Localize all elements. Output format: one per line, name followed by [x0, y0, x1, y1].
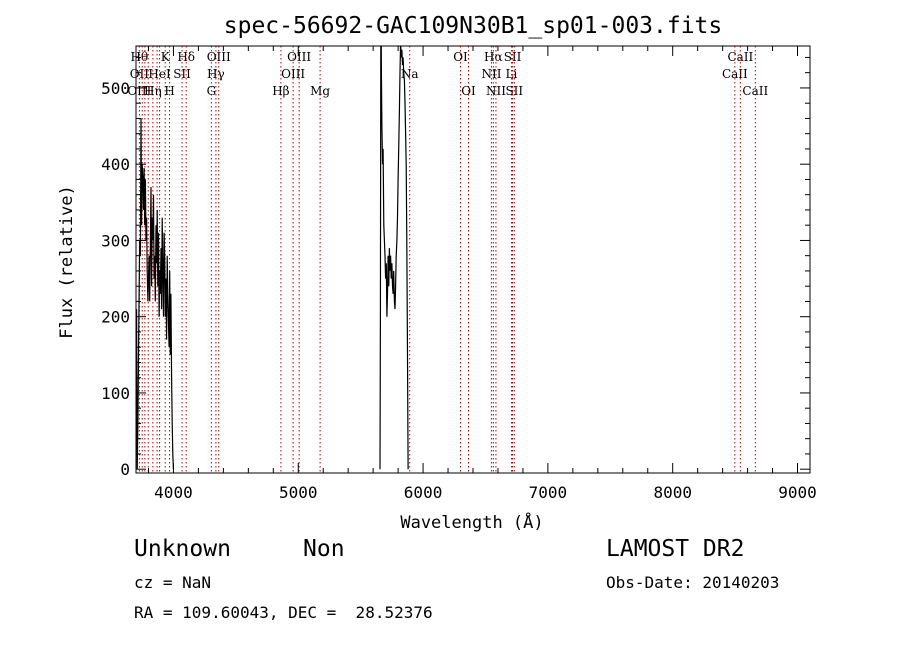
spectrum-line	[136, 118, 174, 470]
y-axis-label: Flux (relative)	[57, 185, 77, 339]
y-tick-label: 200	[101, 308, 130, 327]
line-label: SII	[504, 50, 522, 64]
line-label: OIII	[287, 50, 311, 64]
y-tick-label: 400	[101, 155, 130, 174]
spectrum-chart: spec-56692-GAC109N30B1_sp01-003.fits HθO…	[57, 13, 817, 533]
line-label: NII	[486, 84, 506, 98]
x-axis-label: Wavelength (Å)	[400, 511, 543, 533]
line-label: K	[161, 50, 171, 64]
y-tick-label: 0	[120, 460, 130, 479]
subclass-label: Non	[303, 536, 345, 562]
line-label: Na	[401, 67, 419, 81]
line-label: Li	[506, 67, 518, 81]
line-label: OI	[461, 84, 476, 98]
line-label: OIII	[281, 67, 305, 81]
x-tick-label: 9000	[778, 483, 817, 502]
axes: 4000 5000 6000 7000 8000 9000 0 100 200 300 400 500	[101, 46, 817, 502]
y-tick-label: 100	[101, 384, 130, 403]
line-label: H	[164, 84, 174, 98]
coordinates-label: RA = 109.60043, DEC = 28.52376	[134, 603, 433, 622]
line-label: Hβ	[272, 84, 289, 98]
line-label: Hδ	[177, 50, 195, 64]
line-label: G	[207, 84, 217, 98]
line-label: HeI	[148, 67, 171, 81]
x-tick-label: 4000	[154, 483, 193, 502]
line-label: Hη	[144, 84, 162, 98]
survey-label: LAMOST DR2	[606, 536, 745, 562]
line-label: CaII	[727, 50, 753, 64]
line-label: NII	[481, 67, 501, 81]
x-tick-label: 5000	[279, 483, 318, 502]
redshift-label: cz = NaN	[134, 573, 212, 592]
line-label: OII	[130, 67, 150, 81]
x-tick-label: 8000	[653, 483, 692, 502]
x-tick-label: 7000	[529, 483, 568, 502]
spectrum-series	[136, 46, 409, 470]
line-label: OIII	[207, 50, 231, 64]
x-tick-label: 6000	[404, 483, 443, 502]
chart-title: spec-56692-GAC109N30B1_sp01-003.fits	[224, 13, 723, 39]
line-label: SII	[505, 84, 523, 98]
spectral-line-markers: HθOIIOIIIHηHeIKHSIIHδGHγOIIIHβOIIIOIIIMg…	[127, 46, 768, 473]
line-label: CaII	[722, 67, 748, 81]
y-tick-label: 300	[101, 231, 130, 250]
line-label: Hα	[484, 50, 503, 64]
line-label: OI	[453, 50, 468, 64]
line-label: Hγ	[207, 67, 225, 81]
class-label: Unknown	[134, 536, 231, 562]
y-tick-label: 500	[101, 79, 130, 98]
line-label: SII	[173, 67, 191, 81]
spectrum-line	[379, 46, 409, 470]
plot-frame	[135, 45, 811, 474]
obs-date-label: Obs-Date: 20140203	[606, 573, 780, 592]
line-label: Mg	[310, 84, 330, 98]
line-label: CaII	[742, 84, 768, 98]
